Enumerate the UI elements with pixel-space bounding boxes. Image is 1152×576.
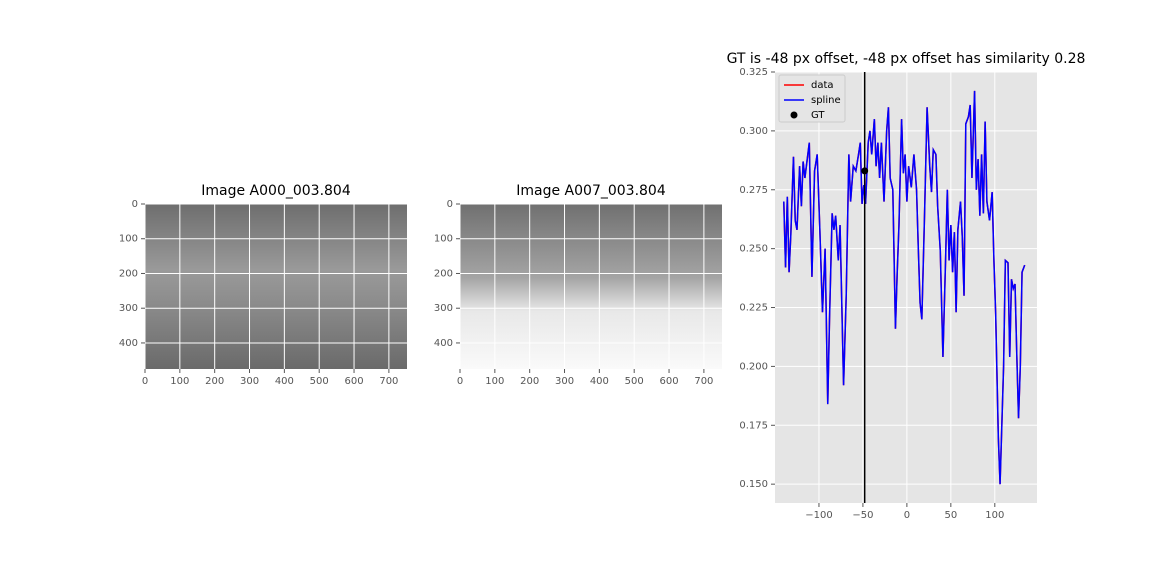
x-tick-label: 500	[625, 376, 644, 387]
x-tick-label: 300	[240, 376, 259, 387]
y-tick-label: 400	[119, 338, 138, 349]
legend-label: data	[811, 80, 834, 91]
y-tick-label: 0	[447, 199, 453, 210]
x-tick-label: 0	[457, 376, 463, 387]
x-tick-label: 100	[170, 376, 189, 387]
x-tick-label: 700	[694, 376, 713, 387]
chart-title: Image A007_003.804	[516, 183, 666, 199]
x-tick-label: 200	[520, 376, 539, 387]
x-tick-label: 400	[275, 376, 294, 387]
x-tick-label: 400	[590, 376, 609, 387]
y-tick-label: 0	[132, 199, 138, 210]
y-tick-label: 200	[434, 268, 453, 279]
x-tick-label: 600	[344, 376, 363, 387]
x-tick-label: 300	[555, 376, 574, 387]
x-tick-label: 50	[944, 510, 957, 521]
y-tick-label: 200	[119, 268, 138, 279]
x-tick-label: 100	[985, 510, 1004, 521]
chart-title: GT is -48 px offset, -48 px offset has s…	[727, 51, 1086, 67]
y-tick-label: 0.325	[739, 67, 768, 78]
legend-box	[778, 74, 846, 123]
x-tick-label: −50	[852, 510, 873, 521]
y-tick-label: 100	[434, 234, 453, 245]
y-tick-label: 0.250	[739, 244, 768, 255]
x-tick-label: 600	[659, 376, 678, 387]
legend-swatch	[790, 111, 798, 119]
x-tick-label: 700	[379, 376, 398, 387]
chart-title: Image A000_003.804	[201, 183, 351, 199]
y-tick-label: 0.175	[739, 420, 768, 431]
legend-label: GT	[811, 110, 825, 121]
y-tick-label: 0.150	[739, 479, 768, 490]
y-tick-label: 300	[119, 303, 138, 314]
x-tick-label: 0	[142, 376, 148, 387]
legend-label: spline	[811, 95, 841, 106]
image	[460, 204, 722, 369]
x-tick-label: 500	[310, 376, 329, 387]
y-tick-label: 300	[434, 303, 453, 314]
x-tick-label: 0	[904, 510, 910, 521]
x-tick-label: 200	[205, 376, 224, 387]
x-tick-label: 100	[485, 376, 504, 387]
y-tick-label: 100	[119, 234, 138, 245]
y-tick-label: 0.300	[739, 126, 768, 137]
line-series	[783, 90, 1026, 485]
y-tick-label: 0.225	[739, 303, 768, 314]
image	[145, 204, 407, 369]
y-tick-label: 0.200	[739, 361, 768, 372]
y-tick-label: 400	[434, 338, 453, 349]
x-tick-label: −100	[805, 510, 832, 521]
gt-point	[861, 167, 869, 175]
y-tick-label: 0.275	[739, 185, 768, 196]
